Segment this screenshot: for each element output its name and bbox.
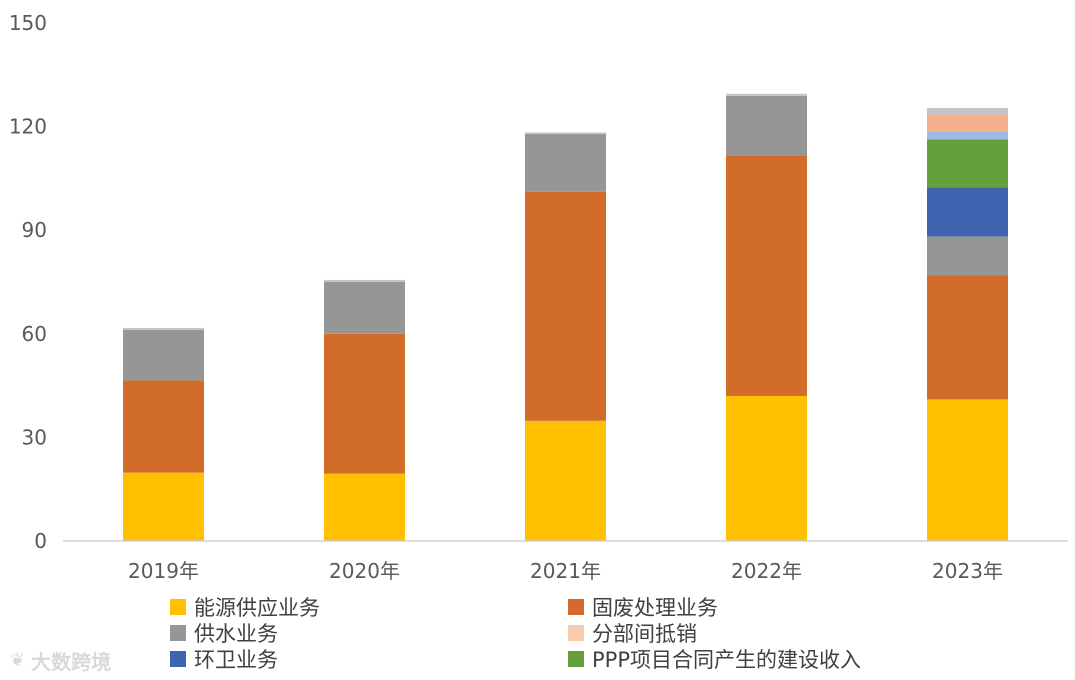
bar-segment	[927, 114, 1008, 132]
bars-group	[123, 93, 1008, 541]
y-tick-label: 150	[9, 11, 47, 35]
bar-segment	[927, 139, 1008, 188]
y-tick-label: 90	[22, 218, 47, 242]
watermark-text: 大数跨境	[31, 650, 112, 674]
x-tick-label: 2021年	[530, 559, 601, 583]
watermark: ❦ 大数跨境	[10, 646, 111, 675]
y-tick-label: 30	[22, 425, 47, 449]
bar-segment	[927, 131, 1008, 140]
x-tick-label: 2023年	[932, 559, 1003, 583]
bar-segment	[525, 132, 606, 134]
bar-segment	[123, 472, 204, 541]
bar-segment	[324, 333, 405, 474]
bar-segment	[927, 107, 1008, 115]
bar-segment	[123, 330, 204, 381]
bar-segment	[726, 95, 807, 156]
x-axis-ticks: 2019年 2020年 2021年 2022年 2023年	[128, 559, 1003, 583]
bar-segment	[726, 395, 807, 541]
bar-segment	[927, 187, 1008, 237]
bar-segment	[324, 473, 405, 541]
logo-swirl-icon: ❦	[10, 650, 26, 671]
bar-segment	[123, 327, 204, 331]
x-tick-label: 2019年	[128, 559, 199, 583]
bar-segment	[324, 282, 405, 334]
bar-segment	[525, 191, 606, 421]
x-tick-label: 2022年	[731, 559, 802, 583]
bar-segment	[927, 275, 1008, 400]
bar-segment	[525, 420, 606, 541]
bar-segment	[927, 399, 1008, 541]
y-tick-label: 0	[34, 529, 47, 553]
x-tick-label: 2020年	[329, 559, 400, 583]
bar-segment	[525, 133, 606, 192]
bar-segment	[123, 380, 204, 473]
bar-segment	[726, 93, 807, 96]
bar-segment	[324, 279, 405, 282]
y-tick-label: 60	[22, 322, 47, 346]
y-axis-ticks: 0 30 60 90 120 150	[9, 11, 47, 553]
bar-segment	[927, 236, 1008, 276]
y-tick-label: 120	[9, 115, 47, 139]
bar-segment	[726, 155, 807, 396]
